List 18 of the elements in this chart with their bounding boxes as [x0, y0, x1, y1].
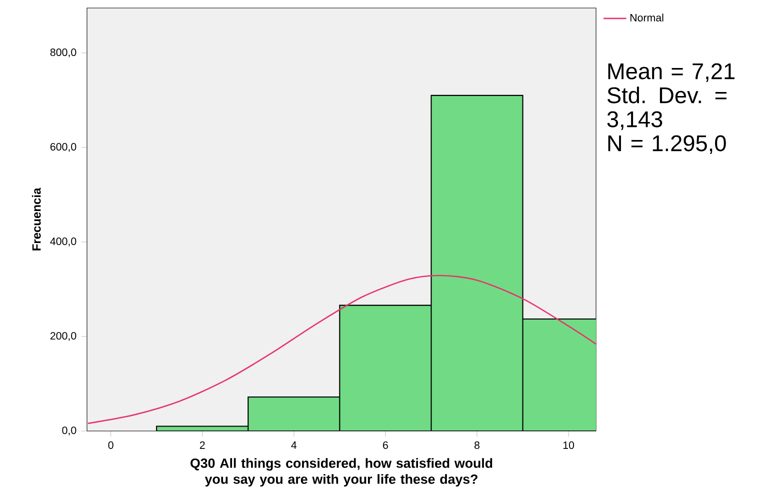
- text: Std. Dev. = 3,143: [607, 86, 726, 130]
- text: N = 1.295,0: [608, 135, 726, 154]
- x-tick-label: 6: [383, 441, 388, 449]
- x-tick-label: 0: [108, 441, 114, 449]
- y-tick-label: 0,0: [62, 426, 76, 436]
- x-tick-label: 2: [200, 441, 205, 449]
- y-tick-label: 200,0: [50, 332, 76, 341]
- line-series: [87, 274, 596, 424]
- x-tick-label: 10: [563, 441, 574, 449]
- y-tick-label: 400,0: [50, 238, 76, 246]
- y-tick-label: 600,0: [50, 143, 76, 152]
- x-axis-title: Q30 All things considered, how satisfied would you say you are with your life these days?: [190, 458, 492, 487]
- y-tick-label: 800,0: [50, 48, 76, 58]
- x-tick-label: 8: [474, 441, 480, 449]
- legend-label: Normal: [630, 14, 664, 22]
- x-tick-label: 4: [291, 441, 297, 449]
- text: Mean = 7,21: [608, 63, 734, 82]
- y-axis-title: Frecuencia: [32, 188, 41, 250]
